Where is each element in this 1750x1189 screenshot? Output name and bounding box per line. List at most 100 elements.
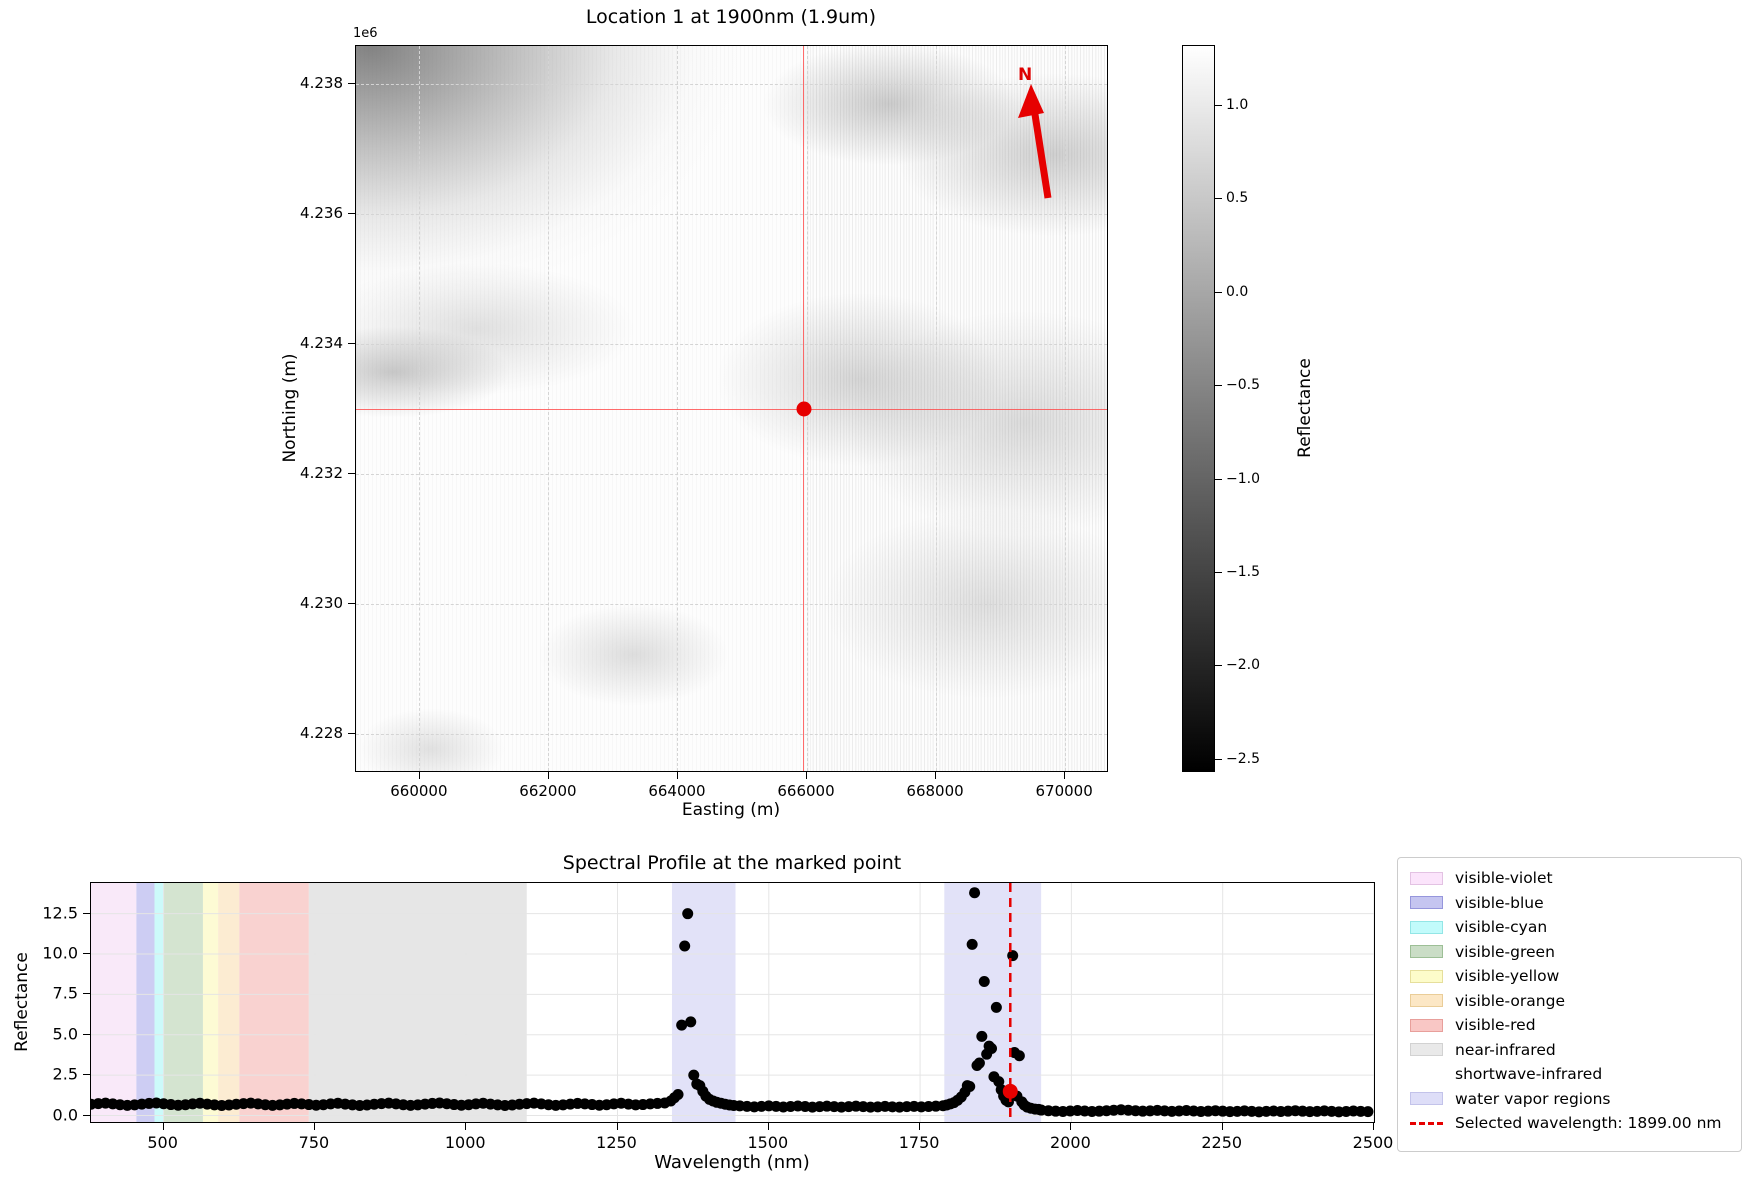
map-x-tick-mark: [1064, 772, 1066, 779]
spec-x-tick-label: 500: [147, 1133, 178, 1152]
map-axes[interactable]: N: [355, 45, 1108, 772]
map-gridline-horizontal: [356, 213, 1107, 215]
legend-item-label: visible-violet: [1455, 869, 1553, 888]
band-near-infrared: [308, 883, 527, 1122]
legend-item-label: water vapor regions: [1455, 1089, 1611, 1108]
spectrum-point: [1013, 1050, 1025, 1062]
spec-y-tick-mark: [83, 1114, 90, 1116]
spec-x-tick-mark: [1373, 1123, 1374, 1130]
spectrum-point: [688, 1069, 700, 1081]
spectral-ylabel: Reflectance: [12, 952, 32, 1052]
spec-x-tick-label: 750: [298, 1133, 330, 1152]
legend-swatch-near-infrared: [1410, 1043, 1443, 1057]
spec-x-tick-label: 2500: [1352, 1133, 1394, 1152]
north-arrow: N: [1018, 65, 1052, 199]
legend-item: visible-orange: [1398, 989, 1741, 1014]
spectral-plot-axes[interactable]: [90, 882, 1375, 1123]
map-x-tick-mark: [418, 772, 420, 779]
map-axis-offset-label: 1e6: [353, 26, 378, 41]
legend-item: visible-blue: [1398, 891, 1741, 916]
map-x-tick-label: 670000: [1035, 782, 1093, 800]
legend-swatch-visible-green: [1410, 945, 1443, 959]
map-x-tick-mark: [806, 772, 808, 779]
spectrum-point: [679, 940, 691, 952]
legend-swatch-visible-red: [1410, 1018, 1443, 1032]
map-xlabel: Easting (m): [681, 800, 781, 820]
spectral-legend: visible-violet visible-blue visible-cyan vi…: [1397, 857, 1742, 1152]
legend-item-label: visible-red: [1455, 1016, 1536, 1035]
legend-item: water vapor regions: [1398, 1087, 1741, 1112]
map-x-tick-mark: [935, 772, 937, 779]
legend-item-label: visible-green: [1455, 942, 1555, 961]
spec-y-tick-label: 0.0: [52, 1105, 78, 1125]
north-arrow-shaft: [1030, 107, 1052, 199]
spectrum-point: [672, 1089, 684, 1101]
spec-y-tick-label: 2.5: [52, 1064, 78, 1084]
legend-item: visible-violet: [1398, 866, 1741, 891]
spectrum-point: [978, 976, 990, 988]
spectrum-point: [986, 1043, 998, 1055]
legend-item: visible-red: [1398, 1013, 1741, 1038]
spectrum-point: [685, 1016, 697, 1028]
spec-x-tick-mark: [1221, 1123, 1223, 1130]
spectrum-point: [990, 1001, 1002, 1013]
legend-swatch-visible-cyan: [1410, 920, 1443, 934]
spectrum-point: [966, 938, 978, 950]
spec-x-tick-label: 2250: [1201, 1133, 1243, 1152]
map-gridline-horizontal: [356, 473, 1107, 475]
band-visible-cyan: [154, 883, 164, 1122]
colorbar-tick-label: −1.5: [1226, 564, 1260, 581]
map-y-tick-mark: [348, 473, 355, 474]
legend-item-label: Selected wavelength: 1899.00 nm: [1455, 1114, 1722, 1133]
colorbar-tick-mark: [1215, 478, 1222, 480]
spec-x-tick-mark: [313, 1123, 315, 1130]
spectral-title: Spectral Profile at the marked point: [562, 852, 902, 874]
legend-item: shortwave-infrared: [1398, 1062, 1741, 1087]
spectral-xlabel: Wavelength (nm): [654, 1152, 810, 1173]
map-x-tick-label: 660000: [390, 782, 448, 800]
legend-item-label: shortwave-infrared: [1455, 1065, 1603, 1084]
legend-item: visible-cyan: [1398, 915, 1741, 940]
colorbar-tick-label: −2.5: [1226, 750, 1260, 767]
spec-x-tick-mark: [1070, 1123, 1072, 1130]
spec-x-tick-mark: [919, 1123, 921, 1130]
spec-x-tick-label: 1500: [747, 1133, 789, 1152]
map-x-tick-label: 668000: [906, 782, 964, 800]
band-visible-violet: [91, 883, 137, 1122]
band-visible-orange: [218, 883, 240, 1122]
legend-item-label: visible-blue: [1455, 893, 1544, 912]
map-y-tick-label: 4.230: [300, 594, 343, 612]
spectrum-point: [1362, 1106, 1374, 1118]
legend-swatch-visible-blue: [1410, 896, 1443, 910]
spec-y-tick-mark: [83, 1074, 90, 1076]
colorbar-tick-label: 1.0: [1226, 96, 1249, 113]
legend-swatch-visible-orange: [1410, 994, 1443, 1008]
north-arrow-head: [1018, 84, 1044, 118]
map-ylabel: Northing (m): [280, 353, 300, 463]
spectrum-point: [682, 908, 694, 920]
map-x-tick-label: 664000: [648, 782, 706, 800]
colorbar-tick-mark: [1215, 291, 1222, 293]
spec-x-tick-label: 2000: [1050, 1133, 1091, 1152]
spectrum-point: [973, 1057, 985, 1069]
spec-y-tick-label: 12.5: [42, 903, 78, 923]
colorbar-tick-mark: [1215, 385, 1222, 387]
spec-x-tick-mark: [616, 1123, 618, 1130]
map-y-tick-label: 4.234: [300, 334, 343, 352]
spec-x-tick-label: 1750: [898, 1133, 940, 1152]
spec-x-tick-label: 1250: [596, 1133, 637, 1152]
map-y-tick-mark: [348, 213, 355, 215]
legend-item: Selected wavelength: 1899.00 nm: [1398, 1111, 1741, 1136]
map-x-tick-mark: [676, 772, 678, 779]
map-title: Location 1 at 1900nm (1.9um): [585, 6, 877, 28]
spectrum-point: [676, 1019, 688, 1031]
spec-y-tick-mark: [83, 953, 90, 955]
spectrum-point: [976, 1030, 988, 1042]
spec-y-tick-label: 7.5: [52, 983, 78, 1003]
legend-item-label: visible-cyan: [1455, 918, 1548, 937]
spec-x-tick-mark: [162, 1123, 164, 1130]
band-visible-blue: [136, 883, 155, 1122]
legend-swatch-visible-yellow: [1410, 969, 1443, 983]
map-y-tick-mark: [348, 603, 355, 604]
map-x-tick-label: 666000: [777, 782, 835, 800]
